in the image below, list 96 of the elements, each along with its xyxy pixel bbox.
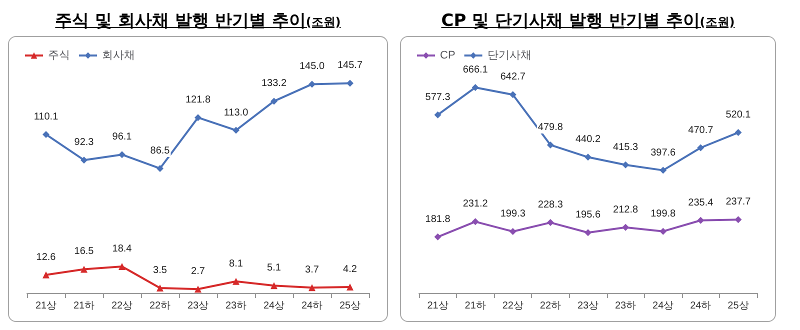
point bbox=[118, 151, 126, 158]
point bbox=[509, 91, 516, 98]
data-label: 4.2 bbox=[343, 264, 358, 275]
point bbox=[734, 129, 742, 136]
point bbox=[697, 144, 704, 152]
point bbox=[660, 166, 667, 174]
point bbox=[622, 161, 630, 168]
point bbox=[434, 233, 442, 240]
x-tick-label: 23상 bbox=[577, 300, 599, 312]
data-label: 145.0 bbox=[299, 61, 325, 72]
x-tick-label: 21상 bbox=[35, 300, 57, 312]
x-tick-label: 22하 bbox=[149, 300, 171, 312]
data-label: 110.1 bbox=[34, 111, 59, 122]
point bbox=[156, 164, 164, 172]
point bbox=[584, 154, 592, 161]
data-label: 145.7 bbox=[337, 60, 363, 72]
point bbox=[194, 114, 202, 122]
data-label: 96.1 bbox=[112, 132, 132, 143]
legend-label: 주식 bbox=[48, 50, 70, 62]
x-tick-label: 23하 bbox=[614, 300, 636, 312]
point bbox=[156, 284, 164, 292]
x-tick-label: 21하 bbox=[73, 300, 95, 312]
x-tick-label: 22하 bbox=[540, 300, 562, 312]
point bbox=[346, 80, 354, 87]
x-tick-label: 25상 bbox=[339, 300, 361, 312]
chart-subtitle: (조원) bbox=[306, 15, 341, 29]
x-tick-label: 21하 bbox=[464, 300, 486, 312]
data-label: 577.3 bbox=[425, 92, 451, 103]
point bbox=[622, 224, 630, 231]
x-tick-label: 22상 bbox=[111, 300, 133, 312]
data-label: 195.6 bbox=[575, 210, 601, 221]
point bbox=[734, 216, 742, 224]
data-label: 2.7 bbox=[191, 266, 206, 278]
data-label: 5.1 bbox=[267, 262, 282, 274]
point bbox=[270, 282, 278, 290]
point bbox=[42, 271, 50, 278]
point bbox=[308, 80, 316, 88]
data-label: 231.2 bbox=[462, 198, 488, 210]
x-tick-label: 24상 bbox=[263, 300, 285, 312]
data-label: 228.3 bbox=[538, 200, 564, 211]
data-label: 121.8 bbox=[185, 94, 211, 106]
legend-label: 회사채 bbox=[102, 50, 135, 62]
point bbox=[308, 284, 316, 292]
point bbox=[546, 141, 554, 148]
x-tick-label: 24상 bbox=[652, 300, 674, 312]
data-label: 3.7 bbox=[305, 264, 320, 276]
x-tick-label: 23상 bbox=[187, 300, 209, 312]
point bbox=[42, 130, 50, 138]
data-label: 199.8 bbox=[650, 208, 676, 220]
point bbox=[80, 266, 88, 273]
x-tick-label: 21상 bbox=[427, 300, 448, 312]
data-label: 8.1 bbox=[229, 258, 244, 270]
point bbox=[697, 216, 704, 224]
data-label: 235.4 bbox=[688, 197, 714, 208]
data-label: 642.7 bbox=[500, 72, 526, 83]
point bbox=[194, 286, 202, 293]
point bbox=[660, 228, 667, 235]
legend-label: 단기사채 bbox=[487, 50, 532, 62]
data-label: 397.6 bbox=[650, 147, 676, 158]
point bbox=[270, 98, 278, 105]
x-tick-label: 25상 bbox=[728, 300, 749, 312]
point bbox=[232, 126, 240, 134]
data-label: 133.2 bbox=[261, 78, 287, 90]
data-label: 470.7 bbox=[688, 124, 714, 136]
data-label: 666.1 bbox=[462, 64, 488, 76]
point bbox=[472, 218, 479, 226]
data-label: 3.5 bbox=[153, 264, 168, 276]
data-label: 199.3 bbox=[500, 208, 526, 220]
data-label: 520.1 bbox=[726, 110, 752, 121]
x-tick-label: 22상 bbox=[502, 300, 524, 312]
data-label: 237.7 bbox=[726, 196, 752, 208]
point bbox=[472, 84, 479, 91]
point bbox=[509, 228, 516, 235]
point bbox=[80, 156, 88, 164]
data-label: 92.3 bbox=[74, 137, 94, 148]
x-tick-label: 23하 bbox=[225, 300, 247, 312]
data-label: 16.5 bbox=[74, 246, 94, 258]
data-label: 113.0 bbox=[224, 107, 249, 118]
point bbox=[434, 111, 442, 118]
data-label: 18.4 bbox=[112, 244, 132, 255]
x-tick-label: 24하 bbox=[690, 300, 712, 312]
x-tick-label: 24하 bbox=[301, 300, 323, 312]
point bbox=[546, 219, 554, 226]
data-label: 12.6 bbox=[36, 252, 56, 263]
point bbox=[346, 283, 354, 290]
data-label: 181.8 bbox=[425, 214, 451, 225]
data-label: 479.8 bbox=[538, 122, 564, 133]
data-label: 212.8 bbox=[613, 204, 639, 216]
data-label: 86.5 bbox=[150, 145, 170, 156]
point bbox=[118, 263, 126, 270]
data-label: 415.3 bbox=[613, 142, 639, 153]
point bbox=[232, 278, 240, 285]
chart-subtitle: (조원) bbox=[700, 15, 735, 29]
data-label: 440.2 bbox=[575, 134, 601, 146]
point bbox=[584, 229, 592, 236]
legend-label: CP bbox=[440, 50, 456, 62]
